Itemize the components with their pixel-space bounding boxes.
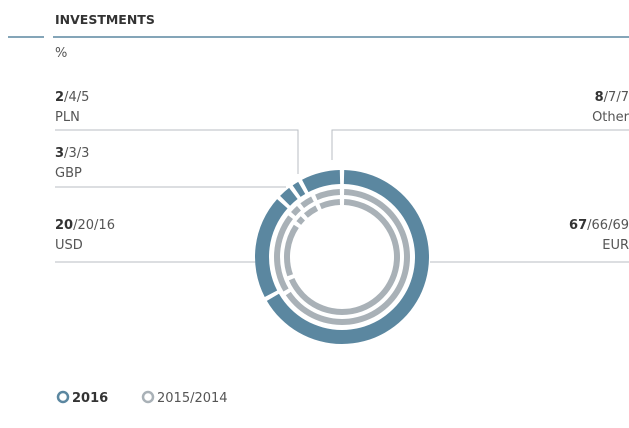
separator: / [77, 146, 82, 161]
value: 3 [81, 146, 89, 161]
separator: / [616, 90, 621, 105]
separator: / [604, 90, 609, 105]
legend-name: 2014 [194, 391, 227, 406]
legend-marker [141, 390, 155, 404]
separator: / [64, 90, 69, 105]
value-label: 20/20/16 [55, 218, 115, 233]
donut-segment [285, 189, 410, 325]
legend-marker [56, 390, 70, 404]
value: 8 [595, 90, 604, 105]
donut-segment [315, 189, 340, 201]
value: 66 [592, 218, 609, 233]
value-label: 67/66/69 [569, 218, 629, 233]
value-label: 8/7/7 [595, 90, 629, 105]
legend-label: 2016 [72, 391, 108, 406]
value: 7 [608, 90, 616, 105]
donut-segment [255, 199, 288, 297]
category-label: EUR [602, 238, 629, 253]
separator: / [77, 90, 82, 105]
donut-segment [300, 196, 314, 208]
separator: / [587, 218, 592, 233]
value: 69 [612, 218, 629, 233]
leader-lines [55, 129, 629, 263]
leader-line [55, 129, 299, 174]
donut-segment [296, 216, 305, 225]
category-label: GBP [55, 166, 82, 181]
donut-segment [302, 170, 341, 193]
value: 2 [55, 90, 64, 105]
separator: / [94, 218, 99, 233]
legend-name: 2015 [157, 391, 190, 406]
value-label: 3/3/3 [55, 146, 89, 161]
donut-segment [280, 187, 298, 206]
donut-segment [273, 215, 293, 292]
value: 20 [77, 218, 94, 233]
unit-label: % [55, 46, 67, 61]
value: 3 [55, 146, 64, 161]
value: 20 [55, 218, 73, 233]
value: 16 [98, 218, 115, 233]
donut-segment [292, 181, 306, 197]
value-label: 2/4/5 [55, 90, 89, 105]
category-label: Other [592, 110, 629, 125]
donut-segment [291, 206, 301, 216]
separator: / [64, 146, 69, 161]
value: 7 [621, 90, 629, 105]
separator: / [73, 218, 78, 233]
donut-segment [284, 224, 299, 277]
donut-segment [303, 205, 319, 218]
leader-line [331, 129, 629, 160]
value: 4 [68, 90, 76, 105]
legend-label: 2015/2014 [157, 391, 228, 406]
separator: / [190, 391, 195, 406]
donut-segment [288, 199, 400, 315]
category-label: USD [55, 238, 83, 253]
value: 5 [81, 90, 89, 105]
chart-title: INVESTMENTS [55, 12, 155, 27]
value: 67 [569, 218, 587, 233]
category-label: PLN [55, 110, 80, 125]
donut-segment [319, 199, 341, 210]
value: 3 [68, 146, 76, 161]
separator: / [608, 218, 613, 233]
